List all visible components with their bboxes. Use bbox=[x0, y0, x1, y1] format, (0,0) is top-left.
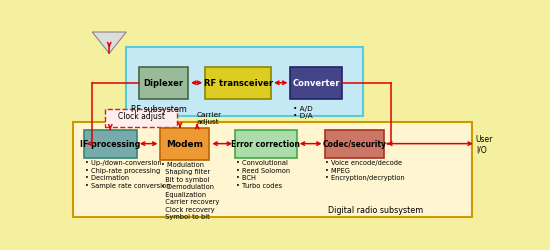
Text: • Convolutional
• Reed Solomon
• BCH
• Turbo codes: • Convolutional • Reed Solomon • BCH • T… bbox=[236, 160, 290, 188]
Bar bbox=[105, 110, 178, 127]
Text: Error correction: Error correction bbox=[232, 140, 300, 148]
Text: Carrier
adjust: Carrier adjust bbox=[197, 112, 222, 124]
Text: • A/D
• D/A: • A/D • D/A bbox=[293, 106, 312, 119]
Text: Modem: Modem bbox=[167, 140, 204, 148]
Text: RF subsystem: RF subsystem bbox=[130, 105, 186, 114]
Text: • Up-/down-conversion
• Chip-rate processing
• Decimation
• Sample rate conversi: • Up-/down-conversion • Chip-rate proces… bbox=[85, 160, 170, 188]
Bar bbox=[84, 130, 137, 158]
Text: IF processing: IF processing bbox=[80, 140, 140, 148]
Text: Digital radio subsystem: Digital radio subsystem bbox=[328, 205, 424, 214]
Bar bbox=[139, 68, 188, 99]
Bar bbox=[126, 48, 363, 116]
Text: Clock adjust: Clock adjust bbox=[118, 112, 164, 121]
Text: RF transceiver: RF transceiver bbox=[204, 79, 273, 88]
Text: • Voice encode/decode
• MPEG
• Encryption/decryption: • Voice encode/decode • MPEG • Encryptio… bbox=[326, 160, 405, 180]
Text: Codec/security: Codec/security bbox=[322, 140, 386, 148]
Text: • Modulation
  Shaping filter
  Bit to symbol
• Demodulation
  Equalization
  Ca: • Modulation Shaping filter Bit to symbo… bbox=[161, 161, 219, 220]
Text: Diplexer: Diplexer bbox=[144, 79, 184, 88]
Text: Converter: Converter bbox=[292, 79, 340, 88]
Bar bbox=[290, 68, 342, 99]
Bar bbox=[205, 68, 271, 99]
Bar bbox=[324, 130, 384, 158]
Bar bbox=[235, 130, 297, 158]
Text: User
I/O: User I/O bbox=[476, 135, 493, 154]
Polygon shape bbox=[92, 33, 126, 54]
Bar bbox=[161, 128, 210, 160]
Bar bbox=[73, 122, 471, 217]
